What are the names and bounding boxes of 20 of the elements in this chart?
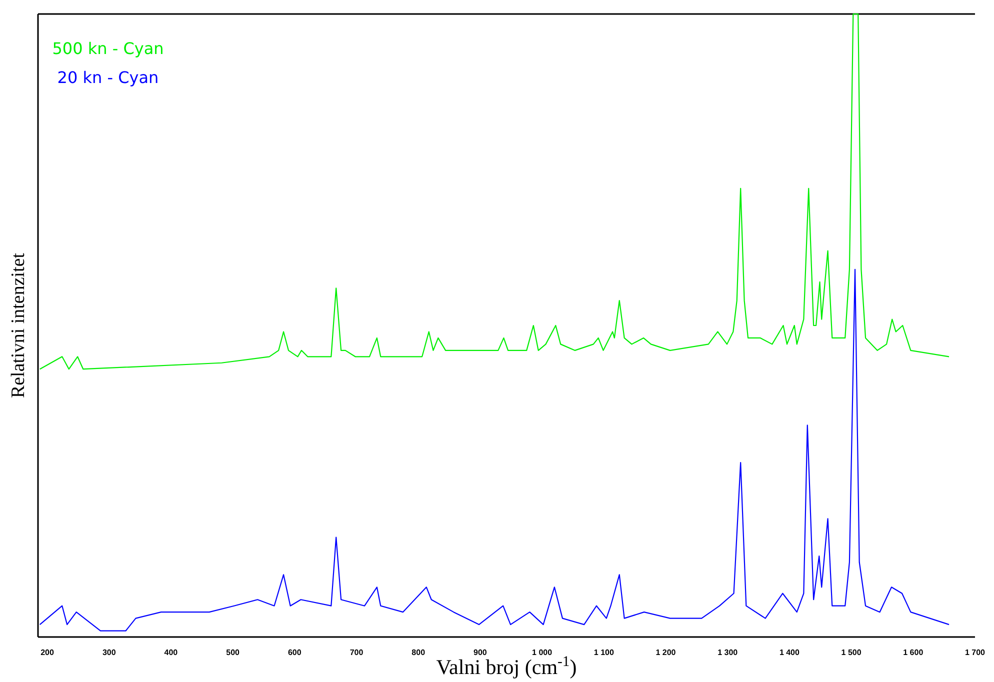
x-axis-title: Valni broj (cm$^{-1}$) [436, 654, 577, 679]
x-tick-label: 900 [474, 648, 488, 657]
x-tick-label: 800 [412, 648, 426, 657]
x-tick-label: 1 100 [594, 648, 614, 657]
x-tick-label: 600 [288, 648, 302, 657]
x-tick-label: 700 [350, 648, 364, 657]
x-tick-label: 400 [164, 648, 178, 657]
y-axis-title: Relativni intenzitet [8, 252, 29, 398]
x-tick-label: 1 400 [779, 648, 800, 657]
x-tick-label: 1 500 [841, 648, 862, 657]
x-tick-label: 1 000 [532, 648, 553, 657]
x-tick-label: 500 [226, 648, 240, 657]
x-tick-label: 300 [102, 648, 116, 657]
text: 20 kn - Cyan [57, 68, 159, 87]
x-tick-label: 1 200 [656, 648, 676, 657]
text: 500 kn - Cyan [52, 39, 164, 58]
x-tick-label: 1 600 [903, 648, 924, 657]
x-tick-label: 1 700 [964, 648, 986, 657]
x-tick-label: 200 [40, 648, 54, 657]
x-tick-label: 1 300 [718, 648, 738, 657]
